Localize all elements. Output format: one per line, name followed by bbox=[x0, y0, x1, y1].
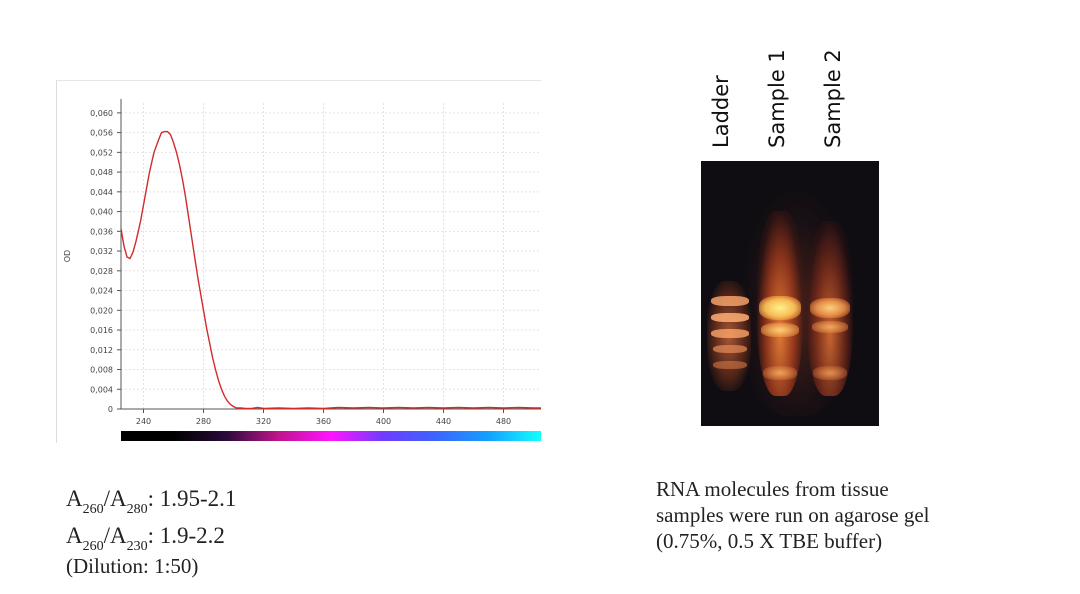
x-tick-label: 400 bbox=[376, 417, 391, 426]
ratio-value: : 1.95-2.1 bbox=[147, 486, 237, 511]
x-tick-label: 320 bbox=[256, 417, 271, 426]
y-tick-label: 0,040 bbox=[90, 208, 113, 217]
y-tick-label: 0,032 bbox=[90, 247, 113, 256]
y-tick-label: 0,044 bbox=[90, 188, 113, 197]
x-tick-label: 480 bbox=[496, 417, 511, 426]
y-tick-label: 0,056 bbox=[90, 129, 113, 138]
ladder-band bbox=[713, 345, 747, 353]
y-tick-label: 0,024 bbox=[90, 287, 113, 296]
ladder-band bbox=[711, 329, 749, 338]
absorbance-spectrum-chart: 0 0,004 0,008 0,012 0,016 0,020 0,024 0,028 0,03… bbox=[63, 99, 541, 441]
ratio-a2: /A bbox=[103, 523, 127, 548]
ladder-band bbox=[711, 296, 749, 306]
ratio-value: : 1.9-2.2 bbox=[147, 523, 225, 548]
wavelength-color-bar bbox=[121, 431, 541, 441]
y-tick-label: 0 bbox=[108, 405, 113, 414]
y-tick-label: 0,016 bbox=[90, 326, 113, 335]
agarose-gel-image bbox=[701, 161, 879, 426]
sample-1-band-28s bbox=[759, 296, 801, 320]
ladder-band bbox=[711, 313, 749, 322]
absorbance-spectrum-panel: 0 0,004 0,008 0,012 0,016 0,020 0,024 0,028 0,03… bbox=[56, 80, 541, 443]
caption-line: RNA molecules from tissue bbox=[656, 477, 889, 501]
x-tick-label: 360 bbox=[316, 417, 331, 426]
y-tick-label: 0,020 bbox=[90, 306, 113, 315]
absorbance-curve bbox=[120, 130, 541, 410]
ratio-sub: 280 bbox=[126, 502, 148, 517]
lane-label-ladder: Ladder bbox=[709, 75, 733, 148]
ratio-260-280: A260/A280: 1.95-2.1 bbox=[66, 486, 236, 523]
ladder-band bbox=[713, 361, 747, 369]
sample-1-band-18s bbox=[761, 323, 799, 337]
sample-2-band-28s bbox=[810, 298, 850, 318]
y-tick-label: 0,060 bbox=[90, 109, 113, 118]
y-tick-label: 0,008 bbox=[90, 366, 113, 375]
sample-1-band-5s bbox=[763, 366, 797, 380]
x-tick-label: 440 bbox=[436, 417, 451, 426]
ratio-sub: 260 bbox=[82, 539, 104, 554]
y-tick-label: 0,052 bbox=[90, 148, 113, 157]
y-tick-label: 0,036 bbox=[90, 227, 113, 236]
ratio-a: A bbox=[66, 486, 83, 511]
y-tick-label: 0,048 bbox=[90, 168, 113, 177]
lane-label-sample-1: Sample 1 bbox=[765, 49, 789, 148]
ratio-a2: /A bbox=[103, 486, 127, 511]
lane-label-sample-2: Sample 2 bbox=[821, 49, 845, 148]
y-tick-label: 0,004 bbox=[90, 385, 113, 394]
ratio-sub: 260 bbox=[82, 502, 104, 517]
dilution-note: (Dilution: 1:50) bbox=[66, 554, 199, 578]
ratio-a: A bbox=[66, 523, 83, 548]
caption-line: samples were run on agarose gel bbox=[656, 503, 930, 527]
y-axis-label: OD bbox=[63, 250, 72, 262]
sample-2-band-18s bbox=[812, 321, 848, 333]
absorbance-ratios: A260/A280: 1.95-2.1 A260/A230: 1.9-2.2 (… bbox=[66, 486, 236, 578]
ratio-sub: 230 bbox=[126, 539, 148, 554]
y-tick-label: 0,012 bbox=[90, 346, 113, 355]
ratio-260-230: A260/A230: 1.9-2.2 bbox=[66, 523, 236, 560]
x-tick-label: 240 bbox=[136, 417, 151, 426]
y-tick-label: 0,028 bbox=[90, 267, 113, 276]
gel-caption: RNA molecules from tissue samples were r… bbox=[656, 476, 929, 554]
sample-2-band-5s bbox=[813, 366, 847, 380]
caption-line: (0.75%, 0.5 X TBE buffer) bbox=[656, 529, 883, 553]
x-tick-label: 280 bbox=[196, 417, 211, 426]
